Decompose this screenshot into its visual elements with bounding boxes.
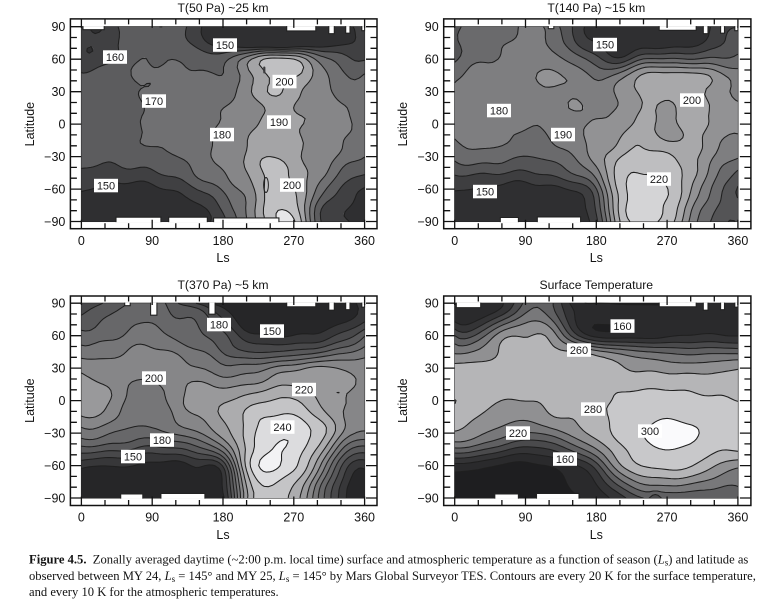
svg-text:Latitude: Latitude — [396, 102, 410, 147]
svg-text:Surface Temperature: Surface Temperature — [540, 278, 654, 292]
svg-text:220: 220 — [509, 428, 527, 440]
svg-text:−30: −30 — [44, 150, 65, 164]
svg-text:30: 30 — [51, 85, 65, 99]
svg-text:150: 150 — [97, 181, 115, 193]
svg-text:360: 360 — [354, 511, 375, 525]
svg-text:360: 360 — [727, 511, 748, 525]
svg-text:−90: −90 — [44, 491, 65, 505]
svg-text:0: 0 — [78, 234, 85, 248]
svg-text:60: 60 — [51, 53, 65, 67]
svg-text:200: 200 — [275, 77, 293, 89]
svg-text:270: 270 — [657, 511, 678, 525]
svg-text:270: 270 — [283, 234, 304, 248]
svg-text:180: 180 — [213, 511, 234, 525]
svg-text:Figure 4.5. Zonally averaged: Figure 4.5. Zonally averaged daytime (~2… — [29, 553, 748, 568]
svg-text:160: 160 — [106, 52, 124, 64]
svg-text:Ls: Ls — [590, 528, 603, 542]
svg-text:180: 180 — [210, 320, 228, 332]
svg-text:160: 160 — [613, 321, 631, 333]
svg-text:60: 60 — [425, 53, 439, 67]
svg-text:Ls: Ls — [216, 528, 229, 542]
svg-text:150: 150 — [263, 326, 281, 338]
svg-text:360: 360 — [354, 234, 375, 248]
svg-text:180: 180 — [490, 106, 508, 118]
svg-text:−30: −30 — [417, 427, 438, 441]
svg-text:T(50 Pa) ~25 km: T(50 Pa) ~25 km — [177, 1, 268, 15]
svg-text:190: 190 — [554, 130, 572, 142]
svg-text:0: 0 — [58, 394, 65, 408]
svg-text:280: 280 — [584, 404, 602, 416]
svg-text:360: 360 — [727, 234, 748, 248]
svg-text:30: 30 — [425, 362, 439, 376]
svg-text:30: 30 — [51, 362, 65, 376]
svg-text:Latitude: Latitude — [23, 102, 37, 147]
svg-text:200: 200 — [283, 180, 301, 192]
svg-text:90: 90 — [425, 20, 439, 34]
svg-text:observed between MY 24, Ls = 1: observed between MY 24, Ls = 145° and MY… — [29, 569, 756, 584]
svg-text:−30: −30 — [417, 150, 438, 164]
svg-text:Latitude: Latitude — [396, 378, 410, 423]
svg-text:−60: −60 — [417, 183, 438, 197]
svg-text:0: 0 — [432, 394, 439, 408]
svg-text:150: 150 — [124, 452, 142, 464]
svg-text:90: 90 — [145, 511, 159, 525]
svg-text:0: 0 — [451, 234, 458, 248]
svg-text:0: 0 — [432, 118, 439, 132]
svg-text:90: 90 — [425, 297, 439, 311]
svg-text:−30: −30 — [44, 427, 65, 441]
svg-text:150: 150 — [596, 40, 614, 52]
svg-text:180: 180 — [213, 234, 234, 248]
svg-text:200: 200 — [145, 373, 163, 385]
svg-text:90: 90 — [519, 234, 533, 248]
svg-text:0: 0 — [58, 118, 65, 132]
svg-text:260: 260 — [570, 345, 588, 357]
svg-text:220: 220 — [650, 174, 668, 186]
svg-text:300: 300 — [641, 426, 659, 438]
svg-text:180: 180 — [153, 435, 171, 447]
svg-text:60: 60 — [425, 329, 439, 343]
svg-text:and every 10 K for the atmosph: and every 10 K for the atmospheric tempe… — [29, 585, 279, 599]
svg-text:170: 170 — [145, 96, 163, 108]
svg-text:−90: −90 — [44, 215, 65, 229]
svg-text:160: 160 — [556, 454, 574, 466]
svg-text:−60: −60 — [44, 183, 65, 197]
svg-text:Ls: Ls — [590, 251, 603, 265]
svg-text:150: 150 — [216, 40, 234, 52]
svg-text:−60: −60 — [417, 459, 438, 473]
svg-text:220: 220 — [295, 385, 313, 397]
svg-text:270: 270 — [657, 234, 678, 248]
svg-text:0: 0 — [451, 511, 458, 525]
svg-text:−60: −60 — [44, 459, 65, 473]
svg-text:T(370 Pa) ~5 km: T(370 Pa) ~5 km — [177, 278, 268, 292]
svg-text:90: 90 — [519, 511, 533, 525]
svg-text:90: 90 — [145, 234, 159, 248]
svg-text:−90: −90 — [417, 215, 438, 229]
svg-text:90: 90 — [51, 297, 65, 311]
svg-text:270: 270 — [283, 511, 304, 525]
svg-text:0: 0 — [78, 511, 85, 525]
svg-text:190: 190 — [270, 117, 288, 129]
svg-text:180: 180 — [213, 130, 231, 142]
svg-text:Ls: Ls — [216, 251, 229, 265]
svg-text:T(140 Pa) ~15 km: T(140 Pa) ~15 km — [547, 1, 645, 15]
svg-text:−90: −90 — [417, 491, 438, 505]
svg-text:180: 180 — [586, 234, 607, 248]
svg-text:90: 90 — [51, 20, 65, 34]
svg-text:Latitude: Latitude — [23, 378, 37, 423]
svg-text:240: 240 — [273, 422, 291, 434]
svg-text:200: 200 — [683, 95, 701, 107]
svg-text:150: 150 — [476, 187, 494, 199]
svg-text:30: 30 — [425, 85, 439, 99]
svg-text:180: 180 — [586, 511, 607, 525]
svg-text:60: 60 — [51, 329, 65, 343]
